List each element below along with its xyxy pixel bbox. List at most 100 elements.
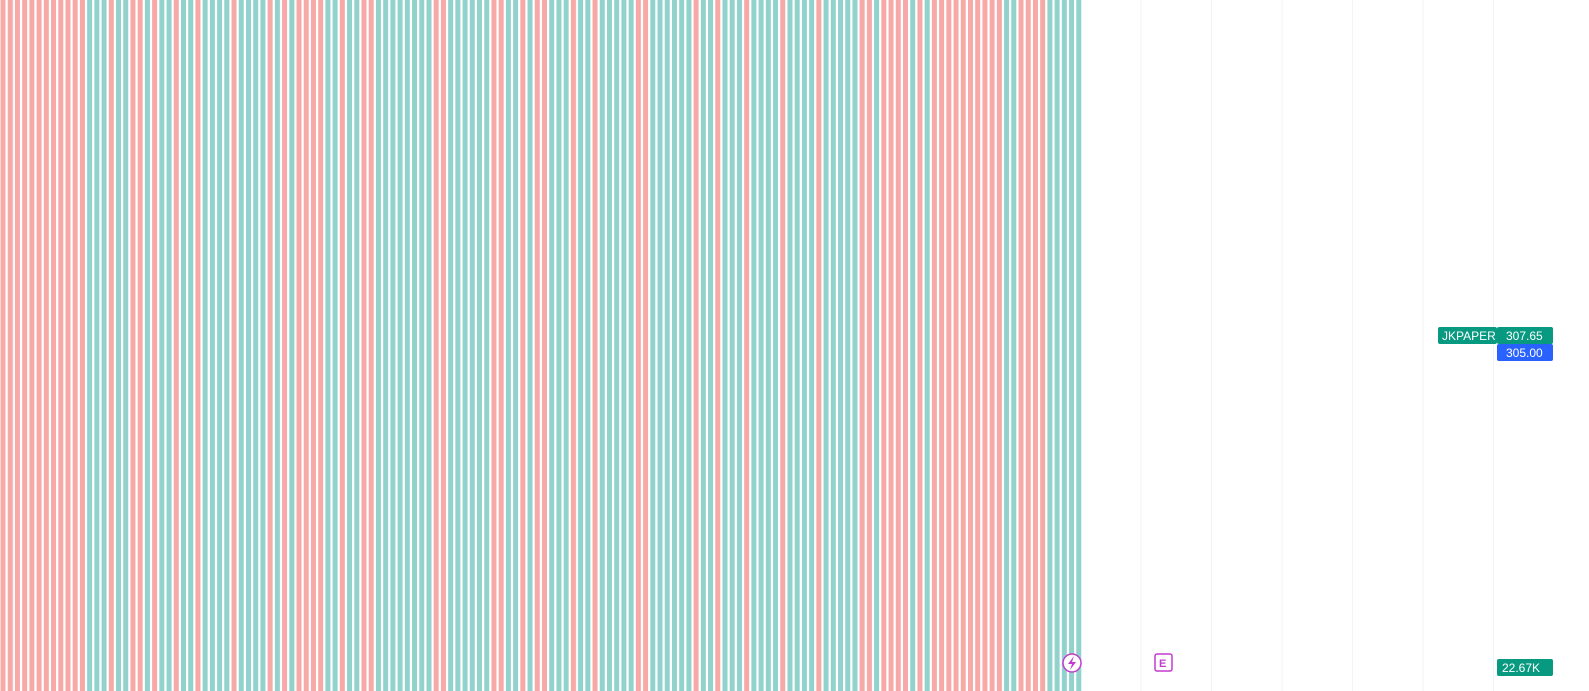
volume-bar (231, 0, 237, 691)
volume-bar (758, 0, 764, 691)
volume-bar (563, 0, 569, 691)
volume-bar (542, 0, 547, 691)
volume-bar (462, 0, 468, 691)
volume-bar (390, 0, 396, 691)
volume-bar (29, 0, 35, 691)
volume-bar (939, 0, 945, 691)
volume-bar (736, 0, 742, 691)
volume-bar (1061, 0, 1067, 691)
volume-bar (397, 0, 403, 691)
volume-bar (715, 0, 721, 691)
volume-bar (556, 0, 562, 691)
volume-bar (989, 0, 995, 691)
volume-bar (643, 0, 649, 691)
volume-bar (664, 0, 670, 691)
volume-bar (267, 0, 273, 691)
volume-bar (874, 0, 880, 691)
volume-bar (931, 0, 937, 691)
volume-bar (404, 0, 410, 691)
volume-bar (859, 0, 865, 691)
volume-bar (816, 0, 822, 691)
volume-bar (578, 0, 584, 691)
volume-bar (253, 0, 259, 691)
last-volume-value: 22.67K (1502, 661, 1540, 675)
volume-bar (852, 0, 858, 691)
earnings-icon[interactable]: E (1154, 653, 1173, 672)
volume-bar (224, 0, 230, 691)
volume-bar (650, 0, 656, 691)
volume-bar (65, 0, 71, 691)
volume-bar (22, 0, 28, 691)
volume-value-tag: 22.67K (1497, 659, 1553, 676)
volume-bar (967, 0, 973, 691)
volume-bar (419, 0, 425, 691)
volume-bar (72, 0, 78, 691)
volume-bar (787, 0, 793, 691)
volume-bar (513, 0, 519, 691)
volume-bar (765, 0, 771, 691)
volume-bar (895, 0, 901, 691)
volume-bar (282, 0, 288, 691)
volume-bar (217, 0, 223, 691)
volume-bar (606, 0, 612, 691)
volume-bar (592, 0, 598, 691)
volume-bar (729, 0, 735, 691)
volume-bar (1040, 0, 1046, 691)
volume-bar (469, 0, 475, 691)
volume-bar (881, 0, 887, 691)
volume-bar (866, 0, 872, 691)
volume-bar (960, 0, 966, 691)
volume-bar (440, 0, 446, 691)
volume-bar (94, 0, 100, 691)
volume-bar (700, 0, 706, 691)
volume-bar (830, 0, 836, 691)
volume-bar (87, 0, 93, 691)
volume-bar (166, 0, 172, 691)
volume-bar (339, 0, 345, 691)
volume-bar (79, 0, 85, 691)
volume-bar (245, 0, 251, 691)
volume-bar (195, 0, 201, 691)
volume-bar (780, 0, 786, 691)
volume-bar (744, 0, 750, 691)
volume-bar (36, 0, 42, 691)
volume-bar (361, 0, 367, 691)
volume-bar (412, 0, 418, 691)
volume-bar (260, 0, 266, 691)
volume-bar (426, 0, 432, 691)
volume-bar (585, 0, 591, 691)
volume-bar (686, 0, 692, 691)
volume-bar (903, 0, 908, 691)
volume-bars (0, 0, 1082, 691)
volume-bar (188, 0, 194, 691)
volume-bar (838, 0, 844, 691)
volume-bar (1032, 0, 1038, 691)
volume-bar (823, 0, 829, 691)
volume-bar (7, 0, 13, 691)
volume-bar (708, 0, 714, 691)
volume-bar (448, 0, 454, 691)
volume-bar (325, 0, 331, 691)
volume-bar (1069, 0, 1075, 691)
volume-bar (289, 0, 295, 691)
volume-bar (123, 0, 129, 691)
volume-bar (484, 0, 490, 691)
volume-bar (1054, 0, 1060, 691)
volume-bar (628, 0, 634, 691)
volume-bar (202, 0, 208, 691)
volume-bar (144, 0, 150, 691)
volume-bar (477, 0, 483, 691)
volume-bar (888, 0, 894, 691)
volume-bar (318, 0, 324, 691)
lightning-icon[interactable] (1062, 653, 1082, 673)
volume-bar (498, 0, 504, 691)
ma-value-tag: 305.00 (1497, 344, 1553, 361)
volume-bar (347, 0, 353, 691)
volume-bar (14, 0, 20, 691)
volume-bar (982, 0, 988, 691)
volume-bar (455, 0, 461, 691)
volume-bar (433, 0, 439, 691)
volume-bar (975, 0, 981, 691)
volume-bar (1004, 0, 1010, 691)
